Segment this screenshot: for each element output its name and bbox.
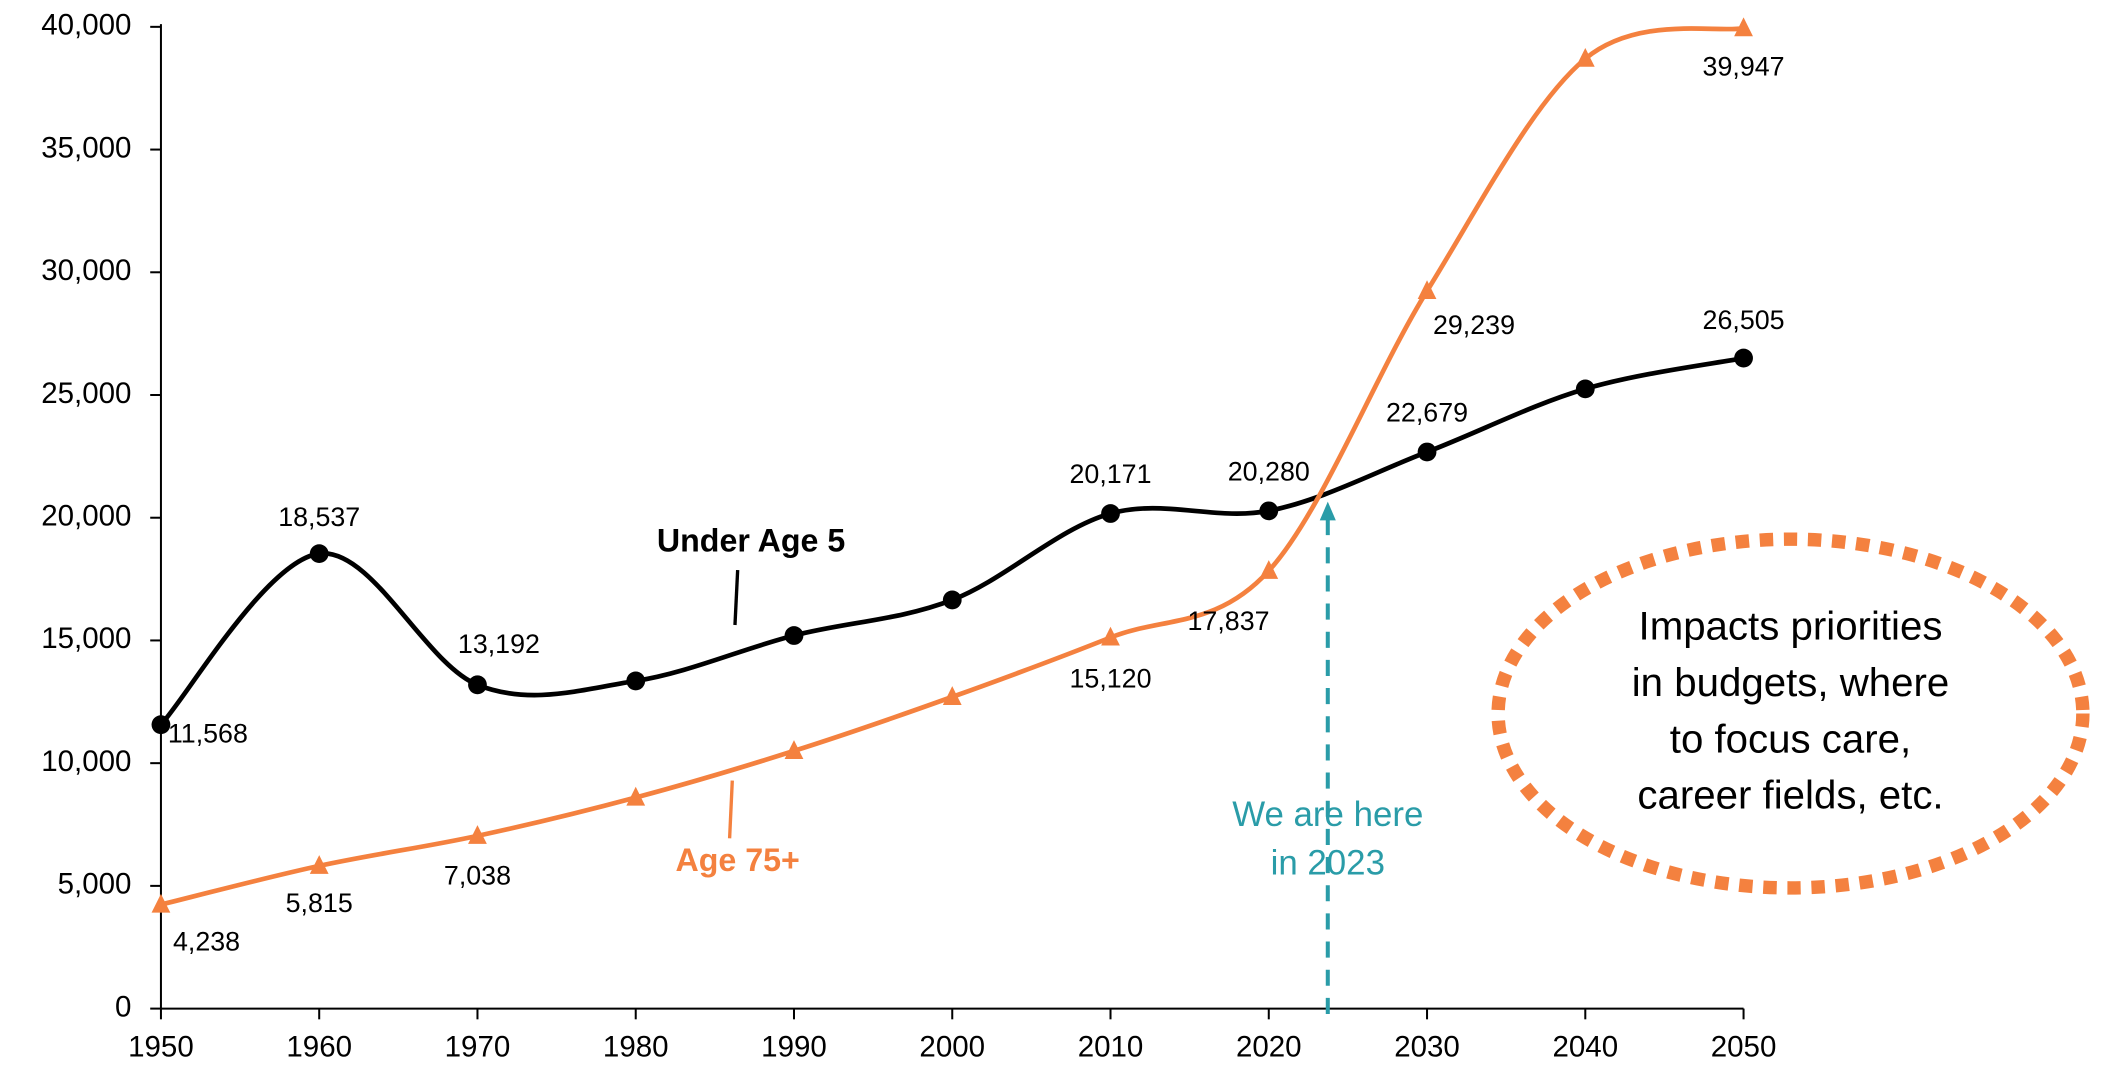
data-label: 22,679 [1386, 397, 1468, 427]
series-label: Under Age 5 [657, 523, 845, 559]
x-tick-label: 1970 [445, 1031, 511, 1064]
point [151, 893, 171, 913]
leader-line [733, 569, 740, 626]
series-line [160, 25, 1745, 907]
point [1101, 504, 1120, 523]
highlight-ellipse [1491, 532, 2090, 895]
x-tick-label: 2040 [1552, 1031, 1618, 1064]
point [1259, 501, 1279, 521]
data-label: 4,238 [173, 927, 240, 957]
data-label: 20,280 [1228, 456, 1310, 486]
x-tick-label: 2010 [1078, 1031, 1144, 1064]
annotation: in budgets, where [1632, 660, 1950, 705]
series-line [159, 355, 1745, 727]
point [1734, 348, 1753, 368]
point [1101, 626, 1120, 646]
point [468, 825, 487, 844]
point [626, 786, 646, 806]
y-tick-label: 10,000 [41, 745, 131, 778]
point [1417, 280, 1437, 300]
point [1575, 48, 1595, 67]
point [1259, 560, 1279, 579]
x-tick-label: 2000 [919, 1031, 985, 1064]
data-label: 18,537 [278, 502, 360, 532]
x-tick-label: 1950 [128, 1031, 194, 1064]
point [942, 686, 962, 705]
point [1734, 17, 1753, 37]
y-tick-label: 0 [115, 990, 131, 1023]
point [784, 740, 804, 759]
data-label: 26,505 [1703, 305, 1785, 335]
annotation: in 2023 [1271, 843, 1385, 882]
data-label: 20,171 [1070, 459, 1152, 489]
data-label: 39,947 [1703, 51, 1785, 81]
here-arrow-head [1319, 501, 1336, 521]
data-label: 13,192 [458, 629, 540, 659]
x-tick-label: 1980 [603, 1031, 669, 1064]
y-tick-label: 35,000 [41, 131, 131, 164]
x-tick-label: 1960 [286, 1031, 352, 1064]
series-label: Age 75+ [676, 842, 800, 878]
y-tick-label: 15,000 [41, 622, 131, 655]
annotation: Impacts priorities [1639, 604, 1943, 649]
y-tick-label: 40,000 [41, 9, 131, 42]
data-label: 15,120 [1070, 663, 1152, 693]
x-tick-label: 2030 [1394, 1031, 1460, 1064]
point [309, 544, 329, 564]
data-label: 17,837 [1188, 606, 1270, 636]
point [468, 675, 487, 695]
data-label: 11,568 [168, 718, 248, 748]
y-tick-label: 25,000 [41, 377, 131, 410]
data-label: 5,815 [286, 888, 353, 918]
point [151, 715, 171, 735]
x-tick-label: 1990 [761, 1031, 827, 1064]
point [1575, 379, 1595, 399]
point [784, 626, 804, 645]
annotation: to focus care, [1670, 716, 1911, 761]
x-tick-label: 2050 [1711, 1031, 1777, 1064]
data-label: 29,239 [1433, 310, 1515, 340]
point [309, 855, 329, 874]
annotation: career fields, etc. [1637, 773, 1943, 818]
y-tick-label: 30,000 [41, 254, 131, 287]
point [942, 590, 962, 610]
y-tick-label: 20,000 [41, 500, 131, 533]
data-label: 7,038 [444, 861, 511, 891]
point [626, 671, 646, 691]
point [1417, 442, 1437, 462]
leader-line [727, 780, 734, 839]
annotation: We are here [1232, 795, 1423, 834]
y-tick-label: 5,000 [58, 868, 132, 901]
x-tick-label: 2020 [1236, 1031, 1302, 1064]
